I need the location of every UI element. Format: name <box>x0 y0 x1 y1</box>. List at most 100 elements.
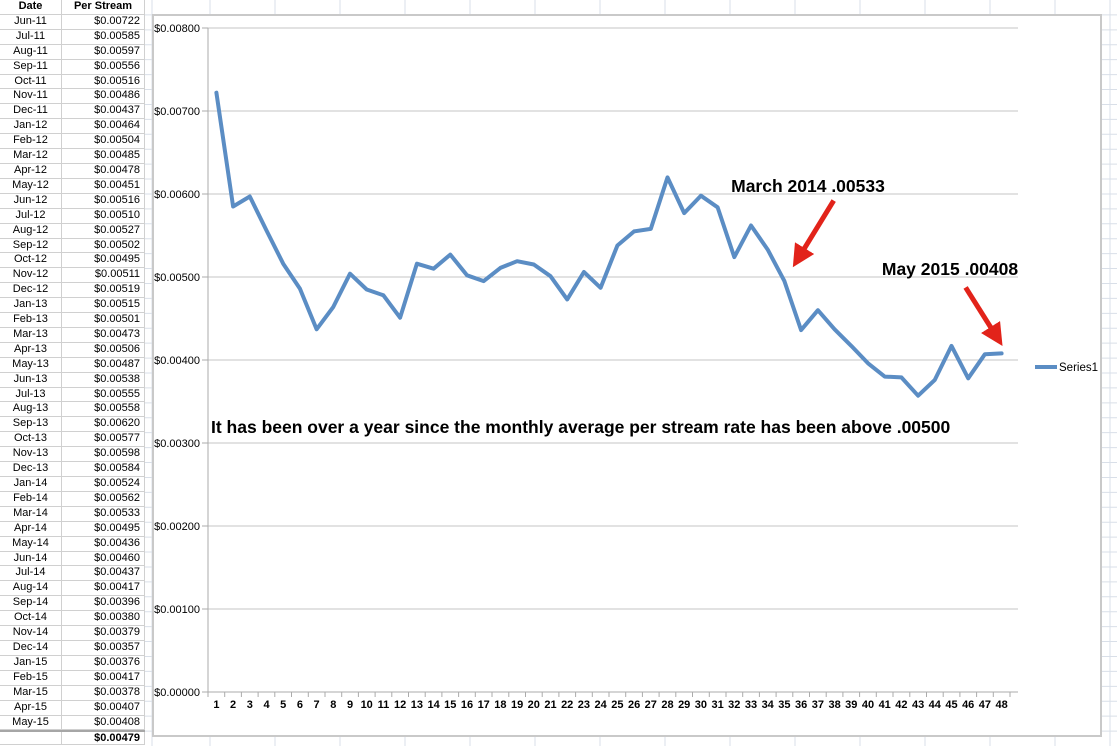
value-cell[interactable]: $0.00516 <box>62 74 145 89</box>
value-cell[interactable]: $0.00485 <box>62 149 145 163</box>
date-cell[interactable]: Jul-13 <box>0 387 62 402</box>
value-cell[interactable]: $0.00577 <box>62 432 145 447</box>
column-header-date[interactable]: Date <box>0 0 62 14</box>
value-cell[interactable]: $0.00516 <box>62 193 145 208</box>
date-cell[interactable]: May-13 <box>0 357 62 372</box>
value-cell[interactable]: $0.00380 <box>62 611 145 626</box>
value-cell[interactable]: $0.00473 <box>62 327 145 342</box>
date-cell[interactable]: Apr-13 <box>0 342 62 357</box>
value-cell[interactable]: $0.00502 <box>62 238 145 253</box>
date-cell[interactable]: May-15 <box>0 715 62 730</box>
date-cell[interactable]: Mar-15 <box>0 685 62 700</box>
value-cell[interactable]: $0.00436 <box>62 536 145 551</box>
date-cell[interactable]: Jan-14 <box>0 477 62 491</box>
date-cell[interactable]: Dec-11 <box>0 104 62 119</box>
value-cell[interactable]: $0.00417 <box>62 581 145 596</box>
date-cell[interactable]: Feb-14 <box>0 491 62 506</box>
date-cell[interactable]: Dec-14 <box>0 640 62 655</box>
value-cell[interactable]: $0.00396 <box>62 596 145 611</box>
value-cell[interactable]: $0.00464 <box>62 119 145 134</box>
date-cell[interactable]: Jun-12 <box>0 193 62 208</box>
date-cell[interactable]: Jun-13 <box>0 372 62 387</box>
value-cell[interactable]: $0.00379 <box>62 626 145 640</box>
date-cell[interactable]: Nov-11 <box>0 89 62 104</box>
value-cell[interactable]: $0.00722 <box>62 14 145 29</box>
date-cell[interactable]: Sep-11 <box>0 59 62 74</box>
value-cell[interactable]: $0.00495 <box>62 253 145 268</box>
value-cell[interactable]: $0.00487 <box>62 357 145 372</box>
value-cell[interactable]: $0.00519 <box>62 283 145 298</box>
date-cell[interactable]: Jul-11 <box>0 29 62 44</box>
value-cell[interactable]: $0.00562 <box>62 491 145 506</box>
value-cell[interactable]: $0.00357 <box>62 640 145 655</box>
date-cell[interactable]: Jun-14 <box>0 551 62 566</box>
value-cell[interactable]: $0.00558 <box>62 402 145 417</box>
value-cell[interactable]: $0.00407 <box>62 700 145 715</box>
date-cell[interactable]: Aug-14 <box>0 581 62 596</box>
date-cell[interactable]: Nov-12 <box>0 268 62 283</box>
value-cell[interactable]: $0.00555 <box>62 387 145 402</box>
value-cell[interactable]: $0.00437 <box>62 566 145 581</box>
date-cell[interactable]: Jan-12 <box>0 119 62 134</box>
value-cell[interactable]: $0.00598 <box>62 447 145 462</box>
date-cell[interactable]: Oct-13 <box>0 432 62 447</box>
value-cell[interactable]: $0.00417 <box>62 670 145 685</box>
value-cell[interactable]: $0.00515 <box>62 298 145 313</box>
date-cell[interactable]: Nov-13 <box>0 447 62 462</box>
date-cell[interactable]: Jul-14 <box>0 566 62 581</box>
date-cell[interactable]: Dec-12 <box>0 283 62 298</box>
value-cell[interactable]: $0.00597 <box>62 44 145 59</box>
date-cell[interactable]: Sep-13 <box>0 417 62 432</box>
date-cell[interactable]: Feb-13 <box>0 313 62 327</box>
value-cell[interactable]: $0.00538 <box>62 372 145 387</box>
value-cell[interactable]: $0.00584 <box>62 462 145 476</box>
series-line[interactable] <box>214 90 1004 398</box>
date-cell[interactable]: May-14 <box>0 536 62 551</box>
chart-border[interactable] <box>152 14 1102 737</box>
date-cell[interactable]: Oct-14 <box>0 611 62 626</box>
value-cell[interactable]: $0.00460 <box>62 551 145 566</box>
value-cell[interactable]: $0.00495 <box>62 521 145 536</box>
value-cell[interactable]: $0.00378 <box>62 685 145 700</box>
value-cell[interactable]: $0.00451 <box>62 178 145 193</box>
date-cell[interactable]: Aug-11 <box>0 44 62 59</box>
value-cell[interactable]: $0.00510 <box>62 208 145 223</box>
total-value-cell[interactable]: $0.00479 <box>62 732 145 745</box>
date-cell[interactable]: Mar-12 <box>0 149 62 163</box>
date-cell[interactable]: Apr-12 <box>0 163 62 178</box>
value-cell[interactable]: $0.00527 <box>62 223 145 238</box>
date-cell[interactable]: Feb-12 <box>0 134 62 149</box>
date-cell[interactable]: Feb-15 <box>0 670 62 685</box>
date-cell[interactable]: Aug-12 <box>0 223 62 238</box>
date-cell[interactable]: Nov-14 <box>0 626 62 640</box>
value-cell[interactable]: $0.00486 <box>62 89 145 104</box>
date-cell[interactable]: Aug-13 <box>0 402 62 417</box>
total-empty-cell[interactable] <box>0 732 62 745</box>
date-cell[interactable]: Jun-11 <box>0 14 62 29</box>
value-cell[interactable]: $0.00478 <box>62 163 145 178</box>
date-cell[interactable]: Oct-12 <box>0 253 62 268</box>
value-cell[interactable]: $0.00620 <box>62 417 145 432</box>
value-cell[interactable]: $0.00504 <box>62 134 145 149</box>
date-cell[interactable]: Apr-15 <box>0 700 62 715</box>
value-cell[interactable]: $0.00556 <box>62 59 145 74</box>
date-cell[interactable]: Jan-15 <box>0 655 62 670</box>
date-cell[interactable]: Jul-12 <box>0 208 62 223</box>
value-cell[interactable]: $0.00437 <box>62 104 145 119</box>
date-cell[interactable]: Apr-14 <box>0 521 62 536</box>
column-header-per-stream[interactable]: Per Stream <box>62 0 145 14</box>
date-cell[interactable]: May-12 <box>0 178 62 193</box>
value-cell[interactable]: $0.00511 <box>62 268 145 283</box>
legend[interactable]: Series1 <box>1035 362 1098 374</box>
value-cell[interactable]: $0.00506 <box>62 342 145 357</box>
date-cell[interactable]: Sep-12 <box>0 238 62 253</box>
date-cell[interactable]: Jan-13 <box>0 298 62 313</box>
date-cell[interactable]: Sep-14 <box>0 596 62 611</box>
date-cell[interactable]: Mar-14 <box>0 506 62 521</box>
date-cell[interactable]: Mar-13 <box>0 327 62 342</box>
value-cell[interactable]: $0.00501 <box>62 313 145 327</box>
date-cell[interactable]: Oct-11 <box>0 74 62 89</box>
value-cell[interactable]: $0.00524 <box>62 477 145 491</box>
value-cell[interactable]: $0.00585 <box>62 29 145 44</box>
